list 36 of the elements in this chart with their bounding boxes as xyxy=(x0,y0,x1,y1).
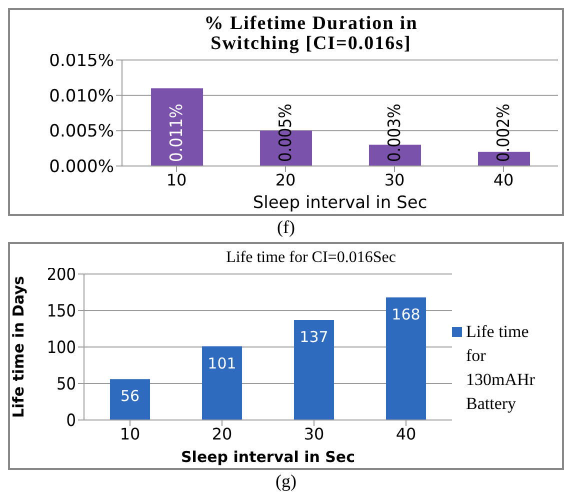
bar xyxy=(202,346,242,420)
data-label: 0.003% xyxy=(385,104,405,162)
x-tick-label: 40 xyxy=(396,424,416,444)
x-tick-label: 10 xyxy=(166,170,187,190)
y-tick-label: 0.000% xyxy=(49,157,114,178)
chart-title: Life time for CI=0.016Sec xyxy=(226,249,396,266)
bar xyxy=(294,320,334,420)
x-tick-label: 10 xyxy=(120,424,140,444)
y-tick-label: 0.010% xyxy=(49,86,114,106)
data-label: 0.005% xyxy=(276,104,296,162)
data-label: 0.002% xyxy=(494,104,514,162)
data-label: 56 xyxy=(120,387,140,406)
x-axis-title: Sleep interval in Sec xyxy=(252,193,428,213)
text: (f) xyxy=(276,217,296,238)
x-tick-label: 30 xyxy=(384,170,405,190)
data-label: 0.011% xyxy=(167,104,187,162)
data-label: 101 xyxy=(208,354,236,372)
legend-label: Life time for 130mAHr Battery xyxy=(466,321,536,415)
x-tick-label: 40 xyxy=(493,170,514,190)
x-tick-label: 20 xyxy=(275,170,296,190)
data-label: 168 xyxy=(392,305,420,324)
y-axis-title: Life time in Days xyxy=(9,276,28,418)
y-tick-label: 150 xyxy=(46,302,76,322)
bar xyxy=(386,297,426,420)
x-axis-title: Sleep interval in Sec xyxy=(181,448,355,466)
y-tick-label: 100 xyxy=(46,338,76,358)
bar xyxy=(110,379,150,420)
y-tick-label: 0 xyxy=(66,411,76,432)
bar xyxy=(151,88,203,166)
x-tick-label: 30 xyxy=(304,424,324,444)
chart-title: % Lifetime Duration in Switching [CI=0.016s] xyxy=(204,13,418,54)
y-tick-label: 50 xyxy=(56,374,76,395)
text: (g) xyxy=(274,471,298,492)
y-tick-label: 0.005% xyxy=(49,122,114,142)
data-label: 137 xyxy=(300,328,328,346)
x-tick-label: 20 xyxy=(212,424,232,444)
